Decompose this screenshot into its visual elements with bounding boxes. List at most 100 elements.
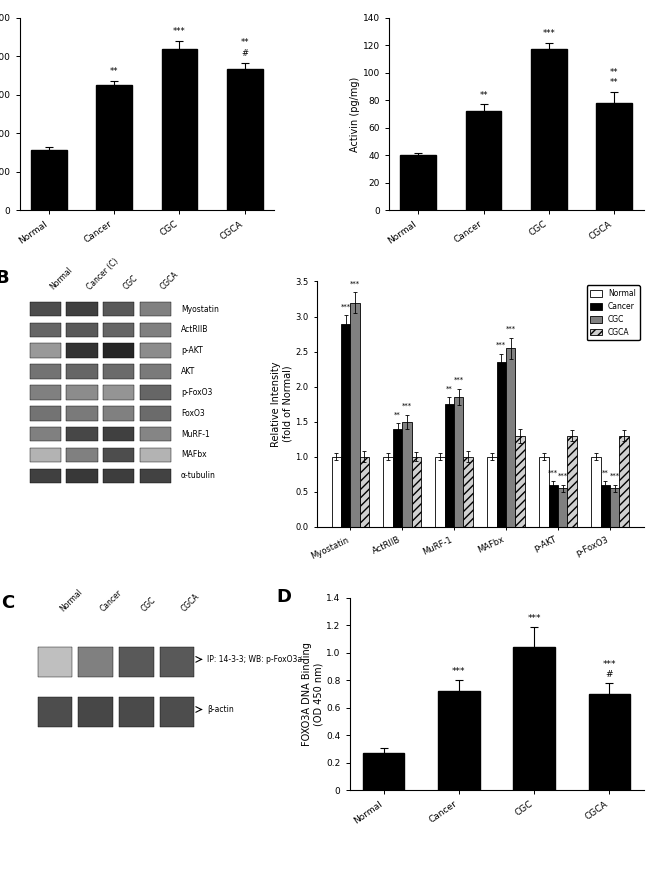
Y-axis label: Relative Intensity
(fold of Normal): Relative Intensity (fold of Normal) — [271, 361, 293, 447]
Bar — [411, 457, 421, 526]
Text: MAFbx: MAFbx — [181, 451, 207, 460]
Bar — [66, 427, 98, 442]
Text: **: ** — [394, 412, 401, 418]
Bar — [103, 427, 135, 442]
Text: ***: *** — [497, 342, 506, 348]
Bar — [66, 385, 98, 400]
Text: Normal: Normal — [58, 587, 84, 613]
Bar — [596, 103, 632, 211]
Bar — [531, 50, 567, 211]
Bar — [140, 301, 171, 316]
Text: ***: *** — [402, 403, 412, 409]
Text: ***: *** — [542, 28, 555, 37]
Bar — [488, 457, 497, 526]
Text: **: ** — [479, 91, 488, 100]
Text: D: D — [276, 589, 291, 606]
Bar — [78, 647, 113, 677]
Bar — [140, 448, 171, 462]
Text: CGCA: CGCA — [180, 591, 202, 613]
Bar — [140, 323, 171, 337]
Bar — [30, 469, 61, 483]
Bar — [454, 397, 463, 526]
Bar — [463, 457, 473, 526]
Bar — [103, 364, 135, 379]
Text: ***: *** — [506, 326, 516, 332]
Bar — [31, 149, 67, 211]
Bar — [359, 457, 369, 526]
Bar — [610, 488, 619, 526]
Bar — [497, 362, 506, 526]
Bar — [66, 343, 98, 358]
Bar — [341, 324, 350, 526]
Bar — [589, 694, 630, 790]
Bar — [66, 406, 98, 420]
Bar — [66, 469, 98, 483]
Text: FoxO3: FoxO3 — [181, 409, 205, 418]
Text: AKT: AKT — [181, 367, 195, 376]
Bar — [30, 448, 61, 462]
Bar — [103, 469, 135, 483]
Bar — [350, 302, 359, 526]
Y-axis label: Activin (pg/mg): Activin (pg/mg) — [350, 76, 359, 152]
Text: #: # — [241, 49, 248, 58]
Bar — [592, 457, 601, 526]
Bar — [96, 85, 132, 211]
Text: **: ** — [240, 38, 249, 47]
Text: CGCA: CGCA — [159, 269, 180, 292]
Text: Myostatin: Myostatin — [181, 305, 219, 314]
Bar — [140, 406, 171, 420]
Bar — [601, 485, 610, 526]
Text: Cancer (C): Cancer (C) — [85, 256, 120, 292]
Bar — [540, 457, 549, 526]
Text: ***: *** — [454, 377, 464, 383]
Bar — [30, 301, 61, 316]
Text: β-actin: β-actin — [207, 705, 234, 714]
Bar — [161, 49, 198, 211]
Bar — [66, 323, 98, 337]
Text: #: # — [606, 670, 613, 679]
Bar — [140, 469, 171, 483]
Bar — [436, 457, 445, 526]
Text: α-tubulin: α-tubulin — [181, 471, 216, 480]
Bar — [103, 323, 135, 337]
Text: **: ** — [602, 469, 608, 476]
Bar — [78, 697, 113, 727]
Bar — [66, 448, 98, 462]
Text: p-FoxO3: p-FoxO3 — [181, 388, 213, 397]
Text: MuRF-1: MuRF-1 — [181, 429, 209, 438]
Bar — [103, 406, 135, 420]
Text: ***: *** — [603, 660, 616, 669]
Text: ***: *** — [558, 473, 567, 479]
Bar — [393, 428, 402, 526]
Bar — [363, 753, 404, 790]
Bar — [402, 421, 411, 526]
Text: **: ** — [610, 68, 618, 76]
Y-axis label: FOXO3A DNA Binding
(OD 450 nm): FOXO3A DNA Binding (OD 450 nm) — [302, 642, 324, 746]
Text: ***: *** — [548, 469, 558, 476]
Bar — [558, 488, 567, 526]
Bar — [384, 457, 393, 526]
Text: B: B — [0, 269, 8, 287]
Bar — [140, 385, 171, 400]
Bar — [66, 364, 98, 379]
Bar — [30, 364, 61, 379]
Bar — [30, 385, 61, 400]
Text: IP: 14-3-3; WB: p-FoxO3a: IP: 14-3-3; WB: p-FoxO3a — [207, 655, 302, 664]
Text: **: ** — [610, 78, 618, 87]
Bar — [119, 647, 153, 677]
Bar — [103, 448, 135, 462]
Bar — [38, 647, 72, 677]
Bar — [549, 485, 558, 526]
Bar — [66, 301, 98, 316]
Bar — [332, 457, 341, 526]
Text: ***: *** — [610, 473, 619, 479]
Bar — [30, 343, 61, 358]
Legend: Normal, Cancer, CGC, CGCA: Normal, Cancer, CGC, CGCA — [586, 285, 640, 340]
Bar — [515, 436, 525, 526]
Text: ***: *** — [452, 668, 465, 677]
Bar — [160, 697, 194, 727]
Text: ***: *** — [527, 613, 541, 623]
Bar — [514, 647, 555, 790]
Bar — [438, 692, 480, 790]
Bar — [103, 343, 135, 358]
